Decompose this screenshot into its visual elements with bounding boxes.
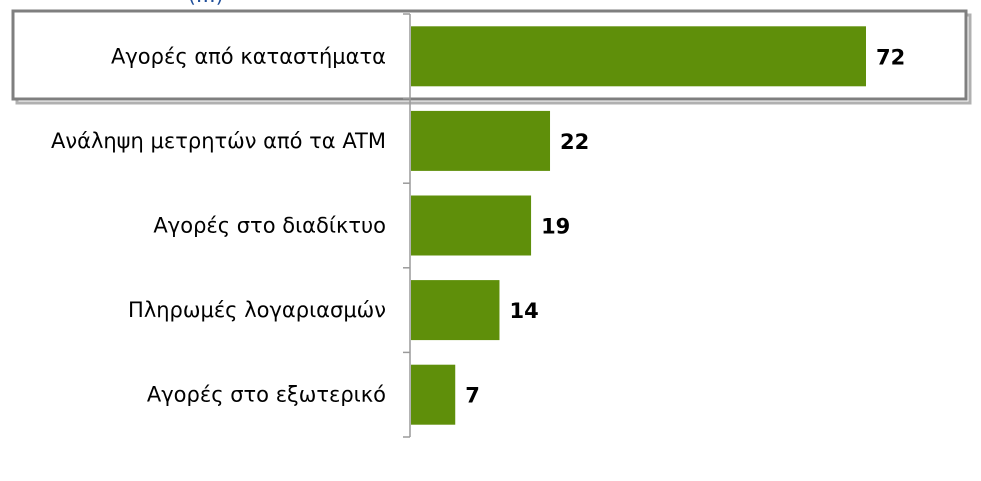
category-label: Πληρωμές λογαριασμών — [128, 298, 386, 322]
value-label: 19 — [541, 215, 570, 239]
bar — [411, 364, 456, 425]
value-label: 72 — [876, 45, 905, 69]
category-label: Αγορές στο διαδίκτυο — [153, 214, 386, 238]
bar — [411, 195, 532, 256]
value-label: 22 — [560, 130, 589, 154]
value-label: 14 — [509, 299, 538, 323]
category-label: Ανάληψη μετρητών από τα ATM — [51, 129, 386, 153]
category-label: Αγορές από καταστήματα — [111, 44, 386, 68]
bar — [411, 110, 551, 171]
clipped-title-fragment: (…) — [188, 0, 224, 7]
category-label: Αγορές στο εξωτερικό — [147, 383, 386, 407]
bar — [411, 280, 500, 341]
bar — [411, 26, 866, 87]
value-label: 7 — [465, 384, 480, 408]
